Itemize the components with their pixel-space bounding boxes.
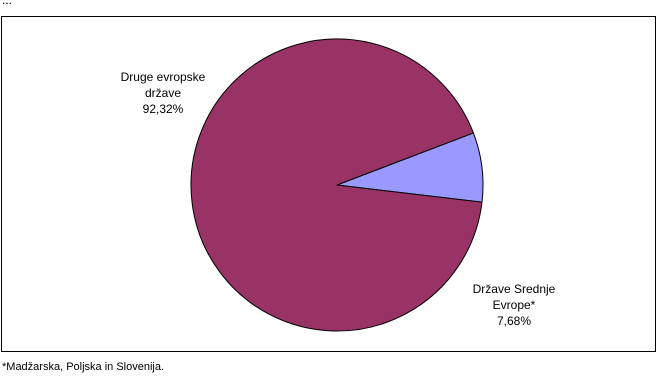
pie-slice-druge-evropske-drzave (190, 38, 483, 332)
pie-chart (190, 38, 484, 332)
slice-label-line: Države Srednje (472, 282, 556, 296)
slice-value-label: 7,68% (496, 314, 532, 328)
slice-label-line: Evrope* (492, 298, 536, 312)
footnote: *Madžarska, Poljska in Slovenija. (2, 361, 165, 373)
slice-value-label: 92,32% (142, 102, 184, 116)
slice-label-drzave-srednje-evrope: Države Srednje Evrope* 7,68% (458, 281, 570, 329)
slice-label-line: države (144, 86, 182, 100)
slice-label-druge-evropske-drzave: Druge evropske države 92,32% (102, 69, 224, 117)
chart-frame: Druge evropske države 92,32% Države Sred… (1, 16, 656, 352)
slice-label-line: Druge evropske (120, 70, 206, 84)
chart-title: ... (2, 0, 13, 7)
